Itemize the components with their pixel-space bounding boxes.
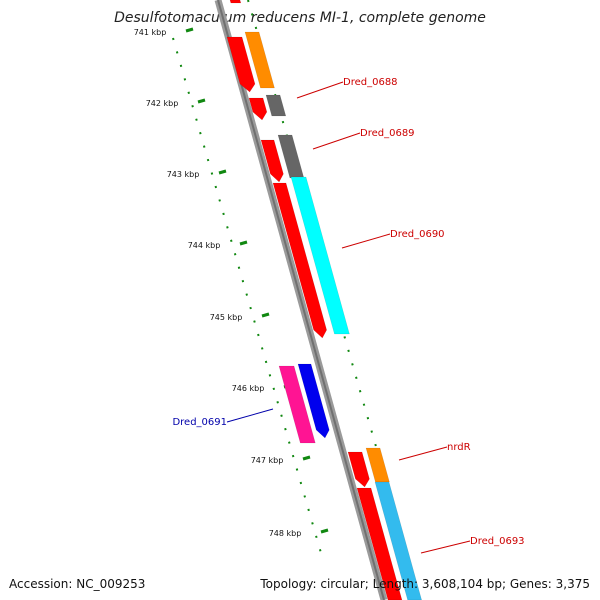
genome-backbone-core bbox=[217, 0, 385, 600]
gene-label-leader bbox=[420, 540, 471, 554]
gene-label-leader bbox=[296, 81, 344, 99]
gene-features bbox=[226, 0, 422, 600]
kbp-tick-label: 748 kbp bbox=[269, 529, 302, 538]
gene-label-leader bbox=[398, 446, 448, 461]
accession-text: Accession: NC_009253 bbox=[9, 577, 146, 591]
kbp-tick-mark bbox=[218, 169, 227, 175]
kbp-tick-mark bbox=[239, 240, 248, 246]
genome-summary: Topology: circular; Length: 3,608,104 bp… bbox=[260, 577, 590, 591]
kbp-tick-label: 742 kbp bbox=[146, 99, 179, 108]
kbp-ticks: 741 kbp 742 kbp 743 kbp 744 kbp 745 kbp 746 k… bbox=[134, 27, 329, 538]
kbp-tick-label: 747 kbp bbox=[251, 456, 284, 465]
gene-label: nrdR bbox=[447, 442, 471, 453]
gene-feature bbox=[356, 487, 403, 600]
kbp-tick-mark bbox=[261, 312, 270, 318]
gene-feature bbox=[226, 36, 256, 93]
gene-feature bbox=[290, 176, 350, 335]
kbp-tick-mark bbox=[197, 98, 206, 104]
gene-feature bbox=[272, 182, 327, 339]
gene-labels: Dred_0688 Dred_0689 Dred_0690 Dred_0691 nrdR… bbox=[172, 77, 525, 554]
gene-feature bbox=[260, 139, 284, 183]
kbp-tick-mark bbox=[320, 528, 329, 534]
gene-label: Dred_0689 bbox=[360, 128, 415, 139]
gene-label: Dred_0691 bbox=[172, 417, 227, 428]
gene-feature bbox=[244, 31, 275, 89]
kbp-tick-label: 743 kbp bbox=[167, 170, 200, 179]
gene-label-leader bbox=[226, 408, 274, 423]
kbp-tick-mark bbox=[302, 455, 311, 461]
gene-label: Dred_0690 bbox=[390, 229, 445, 240]
gene-feature bbox=[278, 365, 316, 444]
map-title: Desulfotomaculum reducens MI-1, complete… bbox=[114, 10, 486, 26]
kbp-tick-label: 744 kbp bbox=[188, 241, 221, 250]
gene-feature bbox=[365, 447, 390, 483]
gene-feature bbox=[248, 97, 268, 121]
gene-feature bbox=[229, 0, 242, 4]
gene-feature bbox=[297, 363, 330, 439]
kbp-tick-label: 741 kbp bbox=[134, 28, 167, 37]
gene-label-leader bbox=[312, 132, 361, 150]
gene-feature bbox=[347, 451, 370, 488]
kbp-tick-mark bbox=[185, 27, 194, 33]
gene-label: Dred_0688 bbox=[343, 77, 398, 88]
gene-feature bbox=[374, 481, 422, 600]
gene-label: Dred_0693 bbox=[470, 536, 525, 547]
kbp-tick-label: 746 kbp bbox=[232, 384, 265, 393]
gene-label-leader bbox=[341, 233, 391, 249]
kbp-tick-label: 745 kbp bbox=[210, 313, 243, 322]
gene-feature bbox=[265, 94, 287, 117]
